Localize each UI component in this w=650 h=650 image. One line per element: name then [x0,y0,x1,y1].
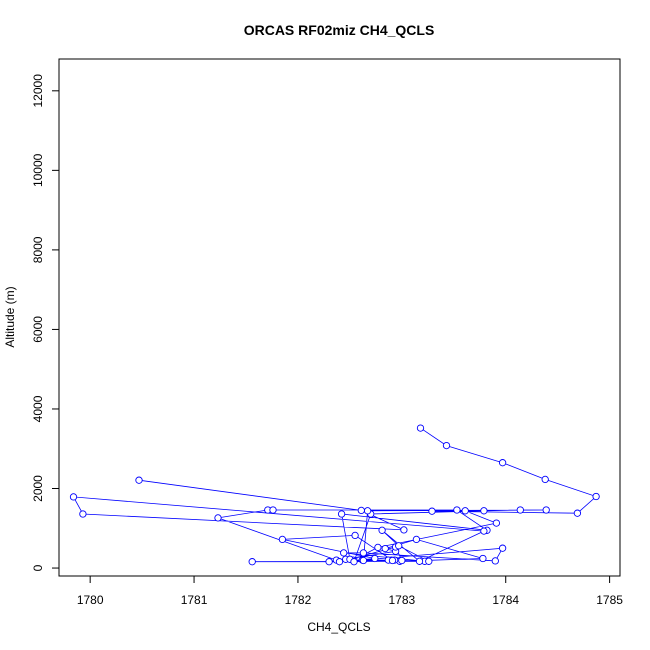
data-point [351,531,359,540]
data-point [592,492,600,501]
data-point [461,507,469,515]
data-point [412,535,421,544]
data-point [491,557,499,565]
y-tick-label: 10000 [31,153,45,187]
data-point [541,475,549,484]
series-line [72,427,597,563]
data-point [278,535,287,544]
data-point [214,514,222,522]
data-point [453,506,461,514]
data-point [479,554,487,563]
data-point [480,507,488,515]
data-point [542,506,550,514]
x-tick-label: 1784 [492,593,519,607]
x-tick-label: 1785 [596,593,623,607]
y-tick-label: 8000 [31,236,45,263]
data-point [269,506,277,514]
x-tick-label: 1783 [388,593,415,607]
plot-frame [58,58,621,577]
x-tick-label: 1781 [181,593,208,607]
data-point [350,558,358,566]
data-point [516,506,524,514]
data-point [400,526,408,534]
y-tick-label: 2000 [31,475,45,502]
data-point [374,543,382,552]
data-point [378,526,386,534]
data-point [363,507,372,515]
y-axis-label: Altitude (m) [3,286,17,347]
y-tick-label: 12000 [31,74,45,108]
data-point [371,554,379,563]
data-point [416,424,425,432]
data-point [442,441,451,450]
y-axis: 0 2000 4000 6000 8000 10000 12000 [31,74,60,571]
data-point [359,556,368,565]
data-point [325,558,333,566]
data-point [428,507,436,515]
data-point [573,509,582,517]
data-point [425,557,433,565]
y-tick-label: 4000 [31,395,45,422]
data-point [492,519,501,527]
data-point [335,558,344,566]
data-point [381,544,389,553]
data-point [480,527,488,535]
data-point [395,542,403,550]
data-point [337,510,346,518]
data-point [340,549,348,557]
data-point [69,493,78,501]
x-axis-label: CH4_QCLS [307,620,370,634]
data-point [498,459,507,467]
data-point [79,510,87,518]
x-tick-label: 1780 [77,593,104,607]
data-point [388,556,397,565]
x-tick-label: 1782 [285,593,312,607]
data-point [248,558,256,566]
y-tick-label: 0 [31,564,45,571]
y-tick-label: 6000 [31,316,45,343]
data-point [498,544,507,552]
data-point [398,556,406,565]
data-point [135,476,143,484]
series-layer [69,424,600,566]
data-point [415,557,424,565]
data-point [359,549,368,557]
chart-title: ORCAS RF02miz CH4_QCLS [244,22,435,38]
data-point [357,506,365,515]
x-axis: 1780 1781 1782 1783 1784 1785 [77,575,623,607]
